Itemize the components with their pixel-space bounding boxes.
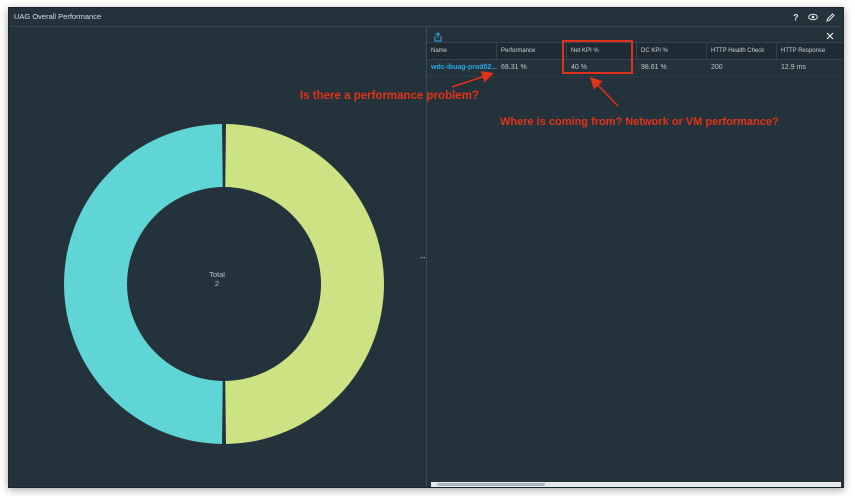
cell-performance: 69.31 %	[501, 64, 527, 71]
cell-net-kpi: 40 %	[571, 64, 587, 71]
donut-center-label: Total 2	[189, 270, 245, 288]
edit-icon[interactable]	[825, 11, 835, 23]
title-actions: ?	[791, 11, 835, 23]
uag-overall-performance-window: UAG Overall Performance ? Total 2	[8, 7, 844, 488]
export-icon[interactable]	[433, 29, 443, 47]
details-panel: Name Performance Net KPI % DC KPI % HTTP…	[426, 27, 843, 487]
net-kpi-highlight-box	[562, 40, 633, 74]
annotation-source-question: Where is coming from? Network or VM perf…	[500, 116, 779, 128]
table-row[interactable]: wdc-ibuag-prod02.... 69.31 % 40 % 98.61 …	[427, 59, 843, 77]
column-header-http-health-check[interactable]: HTTP Health Check	[707, 43, 777, 59]
donut-total-label: Total	[209, 270, 225, 279]
annotation-performance-question: Is there a performance problem?	[300, 90, 479, 102]
cell-http-response: 12.9 ms	[781, 64, 806, 71]
donut-segment-1[interactable]	[64, 124, 223, 444]
column-header-dc-kpi[interactable]: DC KPI %	[637, 43, 707, 59]
donut-chart	[64, 124, 384, 444]
donut-segment-0[interactable]	[225, 124, 384, 444]
column-header-performance[interactable]: Performance	[497, 43, 567, 59]
donut-chart-panel: Total 2	[9, 27, 425, 487]
cell-http-health-check: 200	[711, 64, 723, 71]
details-toolbar	[427, 27, 843, 42]
cell-dc-kpi: 98.61 %	[641, 64, 667, 71]
panel-resize-handle-icon[interactable]: ↔	[419, 252, 427, 261]
column-header-name[interactable]: Name	[427, 43, 497, 59]
svg-text:?: ?	[793, 13, 799, 23]
arrow-to-net-kpi	[589, 76, 619, 107]
horizontal-scrollbar[interactable]	[431, 482, 841, 487]
help-icon[interactable]: ?	[791, 11, 801, 23]
donut-total-value: 2	[214, 279, 220, 288]
window-title: UAG Overall Performance	[14, 12, 102, 21]
column-header-net-kpi[interactable]: Net KPI %	[567, 43, 637, 59]
close-icon[interactable]	[825, 28, 835, 46]
scrollbar-thumb[interactable]	[437, 483, 545, 486]
eye-icon[interactable]	[808, 11, 818, 23]
arrow-to-performance	[451, 71, 494, 88]
column-header-http-response[interactable]: HTTP Response	[781, 48, 826, 54]
cell-name-link[interactable]: wdc-ibuag-prod02....	[431, 64, 497, 71]
details-table-header: Name Performance Net KPI % DC KPI % HTTP…	[427, 42, 843, 60]
window-titlebar: UAG Overall Performance ?	[9, 8, 843, 27]
